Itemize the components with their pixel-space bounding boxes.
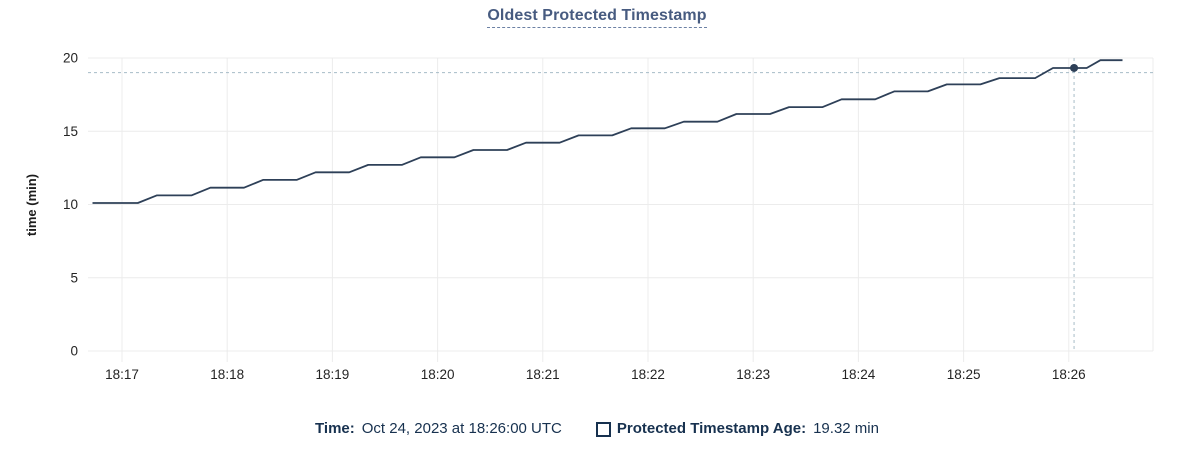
chart-title[interactable]: Oldest Protected Timestamp	[0, 7, 1194, 28]
time-label: Time:	[315, 420, 355, 437]
y-tick-label: 20	[63, 51, 78, 66]
series-label: Protected Timestamp Age:	[616, 420, 807, 437]
x-tick-label: 18:18	[210, 367, 244, 382]
y-axis-label: time (min)	[24, 174, 39, 236]
y-tick-label: 10	[63, 197, 78, 212]
x-tick-label: 18:21	[526, 367, 560, 382]
x-tick-label: 18:17	[105, 367, 139, 382]
x-tick-label: 18:24	[842, 367, 876, 382]
x-tick-label: 18:23	[736, 367, 770, 382]
series-value: 19.32 min	[813, 420, 879, 437]
chart-title-text[interactable]: Oldest Protected Timestamp	[487, 7, 707, 28]
x-tick-label: 18:20	[421, 367, 455, 382]
x-tick-label: 18:25	[947, 367, 981, 382]
series-line	[92, 59, 1123, 204]
hover-point	[1070, 63, 1079, 72]
y-tick-label: 0	[70, 344, 78, 359]
time-value: Oct 24, 2023 at 18:26:00 UTC	[361, 420, 562, 437]
line-chart[interactable]: 0 5 10 15 20 18:17 18:18 18:19 18:20 18:21 18:22 18…	[0, 0, 1194, 405]
y-tick-label: 15	[63, 124, 78, 139]
series-legend-item[interactable]: Protected Timestamp Age: 19.32 min	[595, 419, 879, 439]
x-tick-label: 18:22	[631, 367, 665, 382]
y-tick-label: 5	[70, 270, 78, 285]
hover-legend: Time: Oct 24, 2023 at 18:26:00 UTC Prote…	[0, 419, 1194, 439]
x-tick-label: 18:19	[316, 367, 350, 382]
series-checkbox-icon[interactable]	[595, 421, 611, 437]
x-tick-label: 18:26	[1052, 367, 1086, 382]
